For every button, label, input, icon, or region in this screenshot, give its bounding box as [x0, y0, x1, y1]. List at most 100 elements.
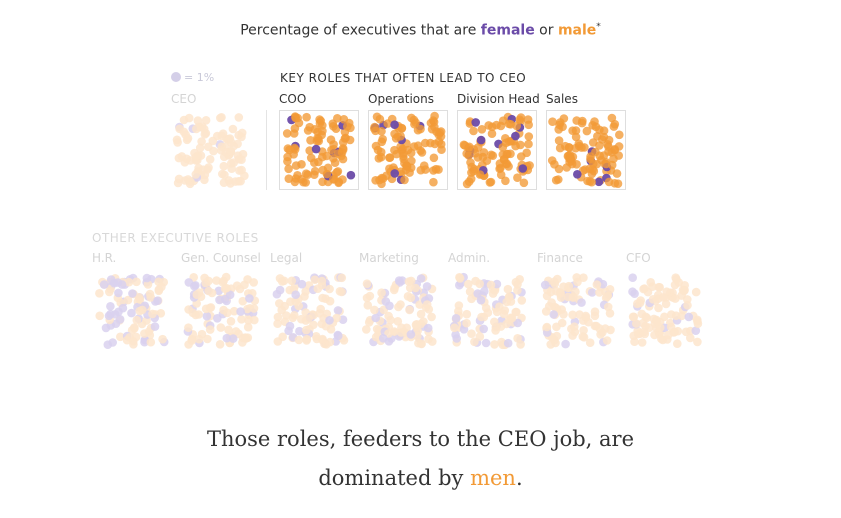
female-dot — [518, 164, 528, 173]
male-dot — [686, 333, 695, 343]
title-prefix: Percentage of executives that are — [240, 22, 481, 39]
female-dot — [346, 170, 356, 180]
male-dot — [601, 159, 611, 169]
male-dot — [229, 306, 239, 316]
male-dot — [135, 295, 145, 304]
male-dot — [399, 149, 408, 158]
male-dot — [496, 121, 506, 131]
male-dot — [667, 310, 676, 319]
male-dot — [284, 164, 293, 174]
male-dot — [337, 273, 347, 283]
male-dot — [378, 174, 388, 183]
role-box-ceo — [171, 110, 251, 190]
male-dot — [173, 178, 183, 188]
male-dot — [363, 301, 373, 310]
role-label-division-head: Division Head — [457, 92, 540, 106]
male-dot — [390, 327, 399, 336]
male-dot — [629, 312, 639, 322]
male-dot — [429, 177, 438, 187]
male-dot — [377, 288, 386, 298]
male-dot — [466, 158, 475, 167]
male-dot — [373, 145, 383, 155]
female-dot — [422, 282, 432, 291]
male-dot — [244, 316, 253, 325]
female-dot — [128, 289, 137, 298]
male-dot — [431, 164, 441, 174]
male-dot — [492, 307, 502, 317]
male-dot — [362, 325, 371, 334]
male-dot — [524, 132, 534, 141]
male-dot — [587, 177, 596, 187]
male-dot — [590, 311, 600, 321]
male-dot — [220, 170, 229, 180]
male-dot — [123, 295, 133, 305]
male-dot — [641, 312, 650, 322]
male-dot — [469, 166, 478, 176]
male-dot — [568, 126, 577, 135]
male-dot — [541, 307, 551, 316]
male-dot — [450, 323, 459, 333]
male-dot — [462, 318, 471, 328]
caption-men: men — [470, 466, 516, 490]
role-label-marketing: Marketing — [359, 251, 419, 265]
female-dot — [222, 333, 232, 343]
male-dot — [132, 315, 142, 325]
female-dot — [285, 321, 295, 331]
male-dot — [314, 157, 323, 167]
male-dot — [302, 334, 312, 344]
male-dot — [502, 297, 512, 307]
male-dot — [201, 116, 211, 125]
male-dot — [146, 293, 155, 302]
female-dot — [106, 309, 115, 319]
male-dot — [580, 143, 589, 152]
male-dot — [290, 145, 300, 154]
male-dot — [396, 300, 405, 309]
female-dot — [140, 337, 149, 347]
male-dot — [455, 274, 465, 283]
male-dot — [192, 290, 202, 300]
male-dot — [416, 124, 425, 134]
male-dot — [227, 138, 236, 147]
male-dot — [397, 124, 407, 133]
title-female: female — [480, 22, 535, 39]
female-dot — [114, 288, 123, 298]
female-dot — [423, 323, 433, 333]
male-dot — [338, 154, 348, 164]
male-dot — [282, 129, 292, 138]
female-dot — [236, 307, 245, 316]
section-title-key-roles: KEY ROLES THAT OFTEN LEAD TO CEO — [280, 71, 527, 85]
male-dot — [673, 339, 682, 349]
male-dot — [129, 340, 138, 349]
male-dot — [317, 276, 327, 286]
male-dot — [654, 303, 663, 313]
male-dot — [679, 286, 689, 296]
male-dot — [579, 326, 588, 335]
male-dot — [477, 312, 486, 322]
male-dot — [546, 340, 555, 349]
male-dot — [658, 293, 668, 302]
female-dot — [106, 302, 115, 311]
male-dot — [633, 326, 642, 336]
male-dot — [124, 277, 134, 287]
female-dot — [108, 338, 117, 347]
dots-coo — [282, 112, 356, 188]
male-dot — [487, 122, 497, 132]
male-dot — [291, 113, 300, 122]
male-dot — [205, 325, 215, 334]
female-dot — [416, 274, 426, 283]
male-dot — [505, 137, 514, 146]
male-dot — [303, 126, 313, 135]
male-dot — [477, 125, 487, 134]
title-or: or — [534, 22, 558, 39]
male-dot — [223, 308, 232, 318]
male-dot — [491, 326, 500, 335]
male-dot — [691, 287, 701, 297]
male-dot — [511, 141, 520, 151]
female-dot — [311, 144, 321, 154]
dots-gen-counsel — [183, 272, 260, 349]
male-dot — [226, 317, 236, 326]
female-dot — [115, 315, 125, 324]
male-dot — [158, 334, 167, 344]
male-dot — [191, 152, 201, 162]
male-dot — [299, 177, 308, 187]
